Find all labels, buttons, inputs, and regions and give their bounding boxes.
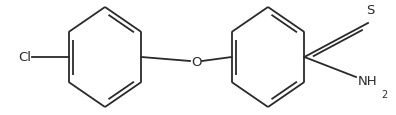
Text: S: S [366, 3, 374, 16]
Text: NH: NH [358, 75, 378, 88]
Text: 2: 2 [381, 89, 387, 99]
Text: Cl: Cl [18, 51, 31, 64]
Text: O: O [191, 55, 201, 68]
